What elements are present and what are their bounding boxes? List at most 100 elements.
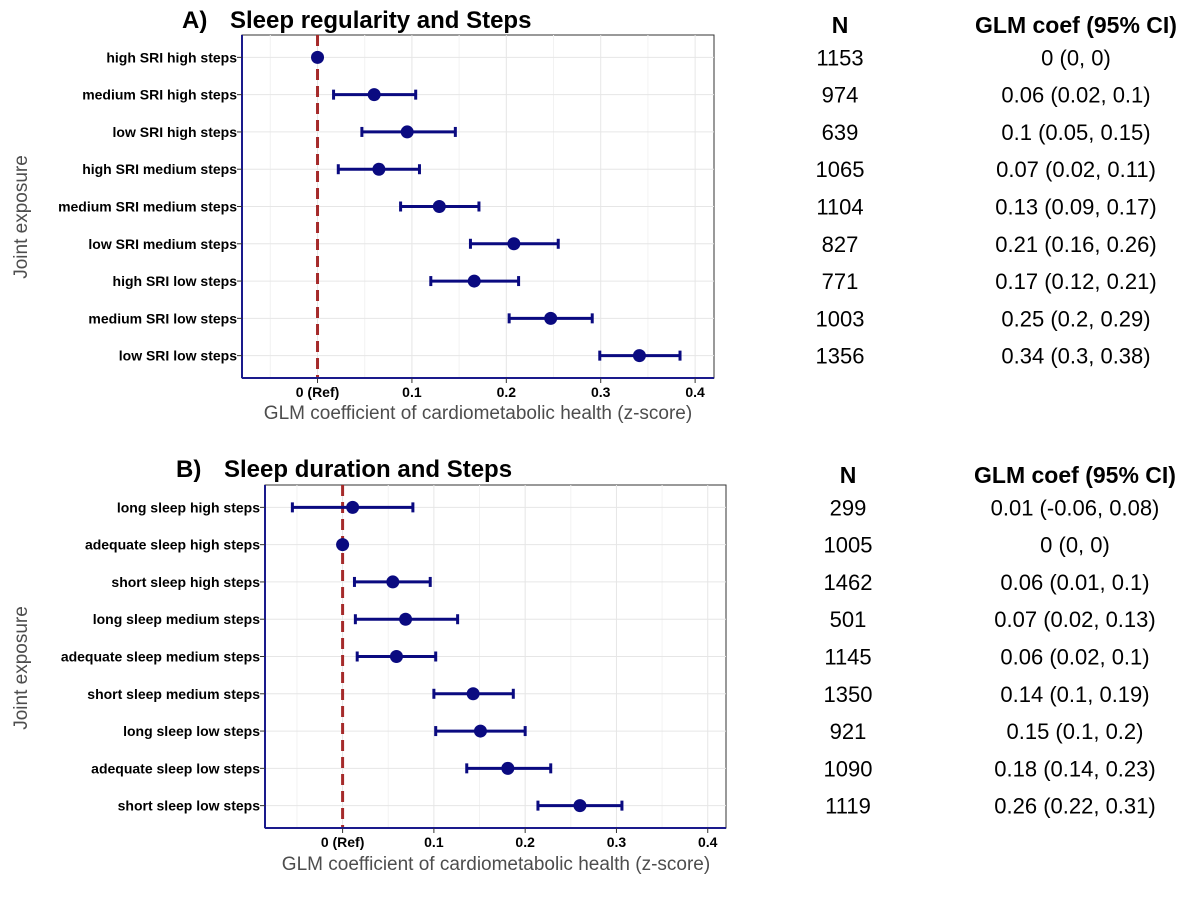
n-value: 1003 [816,306,865,331]
coef-ci-value: 0.13 (0.09, 0.17) [995,195,1156,220]
row-label: short sleep high steps [111,574,260,590]
estimate-point [346,500,360,514]
row-label: medium SRI medium steps [58,199,237,215]
row-label: adequate sleep medium steps [61,649,260,665]
estimate-point [336,538,350,552]
panel-a-grid [242,35,714,378]
panel-b-x-axis-title: GLM coefficient of cardiometabolic healt… [282,854,710,875]
n-value: 1350 [824,682,873,707]
n-value: 1005 [824,533,873,558]
row-label: medium SRI high steps [82,87,237,103]
n-value: 299 [830,495,867,520]
n-value: 827 [822,232,859,257]
panel-a-n-column: 1153 974 639 1065 1104 827 771 1003 1356 [816,45,865,368]
panel-b-title: Sleep duration and Steps [224,456,512,483]
coef-ci-value: 0.21 (0.16, 0.26) [995,232,1156,257]
n-value: 974 [822,83,859,108]
coef-ci-value: 0.01 (-0.06, 0.08) [991,495,1160,520]
x-tick-label: 0.2 [515,834,535,850]
coef-ci-value: 0.1 (0.05, 0.15) [1001,120,1150,145]
coef-ci-value: 0.06 (0.02, 0.1) [1001,83,1150,108]
estimate-point [632,349,646,363]
panel-a-coef-header: GLM coef (95% CI) [975,12,1177,38]
estimate-point [399,612,413,626]
x-tick-label: 0 (Ref) [296,384,340,400]
coef-ci-value: 0 (0, 0) [1041,45,1111,70]
estimate-point [372,162,386,176]
estimate-point [466,687,480,701]
panel-a-row-labels: high SRI high steps medium SRI high steps… [58,49,242,364]
coef-ci-value: 0.17 (0.12, 0.21) [995,269,1156,294]
n-value: 1145 [824,645,871,670]
coef-ci-value: 0.06 (0.01, 0.1) [1000,570,1149,595]
row-label: low SRI high steps [113,124,238,140]
n-value: 921 [830,719,867,744]
coef-ci-value: 0.07 (0.02, 0.13) [994,607,1155,632]
row-label: short sleep low steps [118,798,261,814]
estimate-point [544,311,558,325]
coef-ci-value: 0.18 (0.14, 0.23) [994,756,1155,781]
panel-b-label: B) [176,456,201,483]
row-label: high SRI low steps [113,273,238,289]
row-label: low SRI low steps [119,348,237,364]
estimate-point [507,237,521,251]
panel-a-coef-column: 0 (0, 0) 0.06 (0.02, 0.1) 0.1 (0.05, 0.15)… [995,45,1156,368]
panel-b: B) Sleep duration and Steps long sleep h… [11,456,1176,875]
n-value: 1065 [816,157,865,182]
n-value: 1090 [824,756,873,781]
row-label: long sleep high steps [117,499,260,515]
panel-a-label: A) [182,7,207,34]
estimate-point [573,799,587,813]
n-value: 1119 [825,794,871,819]
n-value: 1462 [824,570,873,595]
row-label: long sleep medium steps [93,611,260,627]
row-label: high SRI high steps [106,49,237,65]
row-label: high SRI medium steps [82,161,237,177]
panel-b-y-axis-title: Joint exposure [11,606,32,730]
coef-ci-value: 0.07 (0.02, 0.11) [996,157,1156,182]
coef-ci-value: 0.34 (0.3, 0.38) [1001,344,1150,369]
coef-ci-value: 0.14 (0.1, 0.19) [1000,682,1149,707]
panel-a-n-header: N [832,12,849,38]
estimate-point [400,125,414,139]
x-tick-label: 0.4 [698,834,718,850]
row-label: medium SRI low steps [88,310,237,326]
estimate-point [311,50,325,64]
row-label: long sleep low steps [123,723,260,739]
estimate-point [473,724,487,738]
panel-b-coef-column: 0.01 (-0.06, 0.08) 0 (0, 0) 0.06 (0.01, 0.… [991,495,1160,818]
panel-a-x-axis-title: GLM coefficient of cardiometabolic healt… [264,403,692,424]
panel-b-n-header: N [840,462,857,488]
panel-a-y-axis-title: Joint exposure [11,155,32,279]
x-tick-label: 0.3 [591,384,611,400]
coef-ci-value: 0.06 (0.02, 0.1) [1000,645,1149,670]
x-tick-label: 0.3 [607,834,627,850]
panel-b-coef-header: GLM coef (95% CI) [974,462,1176,488]
n-value: 1356 [816,344,865,369]
panel-b-n-column: 299 1005 1462 501 1145 1350 921 1090 1119 [824,495,873,818]
x-tick-label: 0.1 [402,384,422,400]
n-value: 1104 [816,195,863,220]
panel-a-title: Sleep regularity and Steps [230,7,531,34]
panel-a-x-tick-labels: 0 (Ref) 0.1 0.2 0.3 0.4 [296,378,705,400]
estimate-point [467,274,481,288]
x-tick-label: 0.2 [497,384,517,400]
row-label: low SRI medium steps [88,236,237,252]
n-value: 771 [822,269,859,294]
panel-a-marks [311,50,682,363]
x-tick-label: 0 (Ref) [321,834,365,850]
estimate-point [501,761,515,775]
row-label: adequate sleep high steps [85,537,260,553]
panel-a: A) Sleep regularity and Steps high SRI h… [11,7,1177,424]
coef-ci-value: 0.25 (0.2, 0.29) [1001,306,1150,331]
n-value: 1153 [816,45,863,70]
estimate-point [367,88,381,102]
estimate-point [389,650,403,663]
coef-ci-value: 0.15 (0.1, 0.2) [1007,719,1144,744]
panel-b-marks [290,500,624,813]
n-value: 501 [830,607,867,632]
coef-ci-value: 0 (0, 0) [1040,533,1110,558]
panel-b-x-tick-labels: 0 (Ref) 0.1 0.2 0.3 0.4 [321,828,718,850]
n-value: 639 [822,120,859,145]
